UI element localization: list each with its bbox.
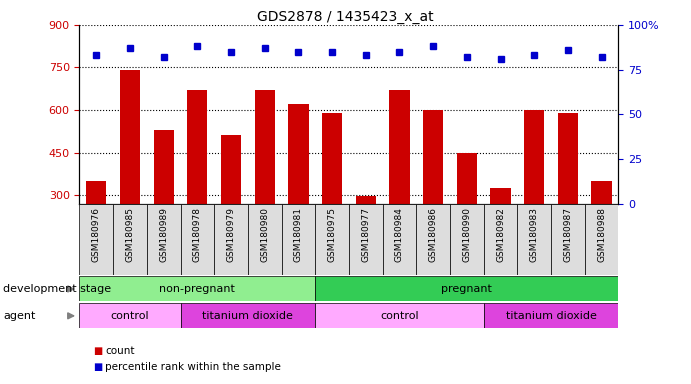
Text: GSM180986: GSM180986 [428, 207, 437, 262]
Bar [315, 204, 349, 275]
Bar [423, 110, 443, 204]
Bar [591, 181, 612, 204]
Bar [322, 113, 342, 204]
Bar [153, 130, 173, 204]
Bar [457, 152, 477, 204]
Bar [120, 70, 140, 204]
Bar [484, 204, 518, 275]
Bar [79, 204, 113, 275]
Text: ■: ■ [93, 346, 102, 356]
Bar [187, 90, 207, 204]
Bar [416, 204, 450, 275]
Text: GSM180979: GSM180979 [227, 207, 236, 262]
Bar [180, 303, 315, 328]
Text: GSM180988: GSM180988 [597, 207, 606, 262]
Bar [248, 204, 281, 275]
Text: count: count [105, 346, 135, 356]
Text: GSM180978: GSM180978 [193, 207, 202, 262]
Bar [146, 204, 180, 275]
Bar [315, 276, 618, 301]
Bar [315, 303, 484, 328]
Text: development stage: development stage [3, 284, 111, 294]
Text: agent: agent [3, 311, 36, 321]
Text: non-pregnant: non-pregnant [160, 284, 236, 294]
Bar [180, 204, 214, 275]
Bar [79, 276, 315, 301]
Text: GSM180975: GSM180975 [328, 207, 337, 262]
Text: ■: ■ [93, 362, 102, 372]
Text: GSM180976: GSM180976 [92, 207, 101, 262]
Bar [558, 113, 578, 204]
Bar [221, 136, 241, 204]
Bar [79, 303, 180, 328]
Bar [551, 204, 585, 275]
Bar [113, 204, 146, 275]
Text: control: control [380, 311, 419, 321]
Text: GSM180981: GSM180981 [294, 207, 303, 262]
Text: GSM180983: GSM180983 [530, 207, 539, 262]
Bar [214, 204, 248, 275]
Bar [389, 90, 410, 204]
Bar [254, 90, 275, 204]
Text: control: control [111, 311, 149, 321]
Bar [86, 181, 106, 204]
Text: GSM180987: GSM180987 [563, 207, 572, 262]
Bar [288, 104, 308, 204]
Text: GSM180977: GSM180977 [361, 207, 370, 262]
Text: GSM180990: GSM180990 [462, 207, 471, 262]
Text: percentile rank within the sample: percentile rank within the sample [105, 362, 281, 372]
Text: pregnant: pregnant [442, 284, 492, 294]
Text: GDS2878 / 1435423_x_at: GDS2878 / 1435423_x_at [257, 10, 434, 23]
Bar [491, 188, 511, 204]
Bar [356, 197, 376, 204]
Text: GSM180985: GSM180985 [126, 207, 135, 262]
Bar [450, 204, 484, 275]
Bar [282, 204, 315, 275]
Text: GSM180982: GSM180982 [496, 207, 505, 262]
Bar [518, 204, 551, 275]
Bar [524, 110, 545, 204]
Text: GSM180984: GSM180984 [395, 207, 404, 262]
Text: titanium dioxide: titanium dioxide [202, 311, 294, 321]
Bar [585, 204, 618, 275]
Bar [349, 204, 383, 275]
Text: titanium dioxide: titanium dioxide [506, 311, 596, 321]
Text: GSM180989: GSM180989 [159, 207, 168, 262]
Text: GSM180980: GSM180980 [261, 207, 269, 262]
Bar [484, 303, 618, 328]
Bar [383, 204, 416, 275]
